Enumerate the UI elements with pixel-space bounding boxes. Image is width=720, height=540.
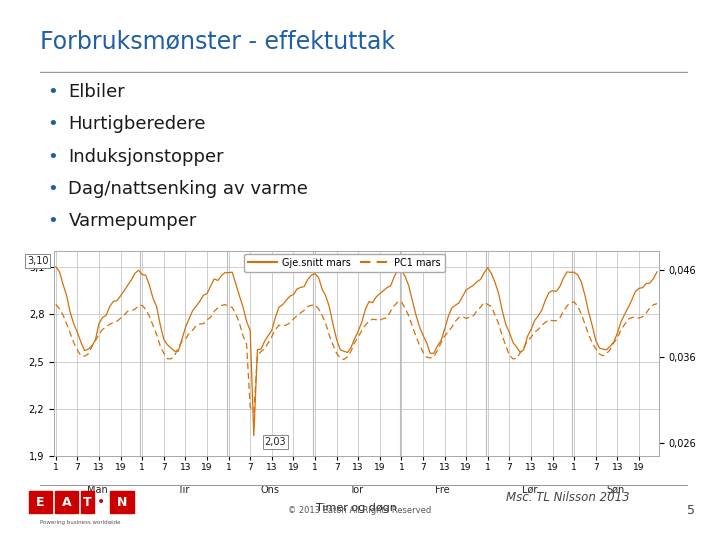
- Text: Ons: Ons: [261, 485, 279, 495]
- Text: Dag/nattsenking av varme: Dag/nattsenking av varme: [68, 180, 308, 198]
- Text: •: •: [97, 495, 106, 509]
- Bar: [110, 491, 134, 513]
- Text: Lør: Lør: [521, 485, 537, 495]
- Text: Varmepumper: Varmepumper: [68, 212, 197, 231]
- Bar: [29, 491, 52, 513]
- Text: N: N: [117, 496, 127, 509]
- Text: © 2013 Eaton All Rights Reserved: © 2013 Eaton All Rights Reserved: [289, 506, 431, 515]
- X-axis label: Timer og døgn: Timer og døgn: [316, 503, 397, 513]
- Text: Msc. TL Nilsson 2013: Msc. TL Nilsson 2013: [506, 491, 630, 504]
- Bar: [55, 491, 78, 513]
- Legend: Gje.snitt mars, PC1 mars: Gje.snitt mars, PC1 mars: [244, 254, 445, 272]
- Text: •: •: [47, 115, 58, 133]
- Text: Induksjonstopper: Induksjonstopper: [68, 147, 224, 166]
- Text: T: T: [83, 496, 91, 509]
- Text: Fre: Fre: [436, 485, 450, 495]
- Text: Elbiler: Elbiler: [68, 83, 125, 101]
- Text: 2,03: 2,03: [265, 437, 287, 447]
- Text: Tir: Tir: [177, 485, 190, 495]
- Text: Tor: Tor: [349, 485, 364, 495]
- Text: 5: 5: [687, 504, 695, 517]
- Text: E: E: [36, 496, 45, 509]
- Text: 3,10: 3,10: [27, 256, 48, 266]
- Text: •: •: [47, 147, 58, 166]
- Text: •: •: [47, 83, 58, 101]
- Text: Søn: Søn: [606, 485, 625, 495]
- Text: •: •: [47, 180, 58, 198]
- Text: Forbruksmønster - effektuttak: Forbruksmønster - effektuttak: [40, 30, 395, 53]
- Text: Powering business worldwide: Powering business worldwide: [40, 520, 121, 525]
- Text: Man: Man: [87, 485, 107, 495]
- Text: Hurtigberedere: Hurtigberedere: [68, 115, 206, 133]
- Bar: [81, 491, 94, 513]
- Text: A: A: [62, 496, 71, 509]
- Text: •: •: [47, 212, 58, 231]
